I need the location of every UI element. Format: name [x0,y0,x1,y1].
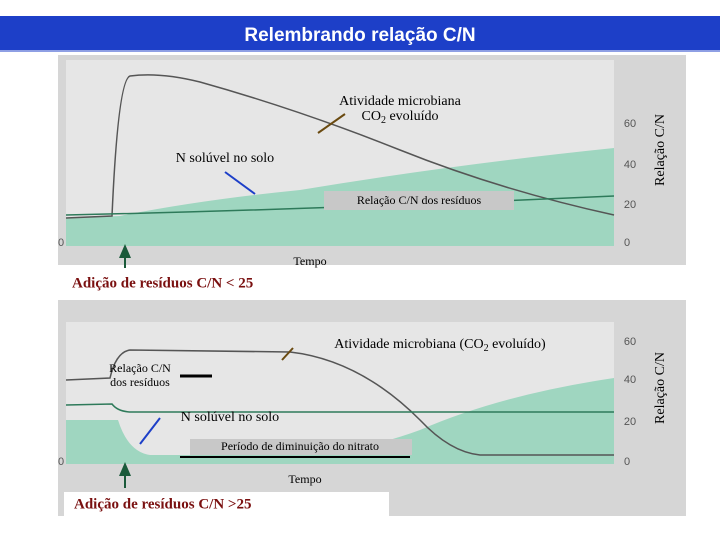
activity-curve [65,349,614,456]
axis-label: Relação C/N [653,114,668,186]
period-box [190,439,412,455]
addition-arrow [119,462,131,476]
tick-label: 40 [624,374,636,386]
tick-label: 60 [624,118,636,130]
header-bar [0,16,720,50]
activity-pointer [317,113,346,134]
period-label: Período de diminuição do nitrato [221,439,379,453]
caption-box [64,271,389,296]
tick-label: 0 [58,456,64,468]
tick-label: 60 [624,336,636,348]
residue-label: Relação C/N dos resíduos [357,193,482,207]
tick-label: 0 [624,456,630,468]
nitrogen-pointer [139,417,161,445]
text: evoluído [386,109,439,124]
residue-curve [65,195,615,216]
residue-label: Relação C/N [109,361,171,375]
residue-box [324,191,514,210]
residue-label: dos resíduos [110,375,170,389]
nitrogen-label: N solúvel no solo [181,410,279,425]
nitrogen-area [66,378,614,464]
activity-label: Atividade microbiana (CO2 evoluído) [334,337,546,354]
subscript: 2 [484,343,489,354]
text: CO [362,109,381,124]
activity-label: Atividade microbiana [339,94,461,109]
tick-label: 0 [624,237,630,249]
text: evoluído) [489,337,546,352]
caption: Adição de resíduos C/N >25 [74,496,251,512]
caption-box [64,492,389,516]
tick-label: 20 [624,416,636,428]
axis-label: Relação C/N [653,352,668,424]
subscript: 2 [381,115,386,126]
activity-pointer [281,347,294,361]
tick-label: 0 [58,237,64,249]
tick-label: 40 [624,159,636,171]
text: Atividade microbiana (CO [334,337,483,352]
time-label: Tempo [293,254,326,268]
nitrogen-label: N solúvel no solo [176,151,274,166]
activity-label: CO2 evoluído [362,109,439,126]
nitrogen-pointer [224,171,256,195]
activity-curve [65,74,615,219]
title: Relembrando relação C/N [244,25,475,46]
residue-curve [65,403,614,413]
addition-arrow [119,244,131,258]
tick-label: 20 [624,199,636,211]
caption: Adição de resíduos C/N < 25 [72,275,253,291]
time-label: Tempo [288,472,321,486]
